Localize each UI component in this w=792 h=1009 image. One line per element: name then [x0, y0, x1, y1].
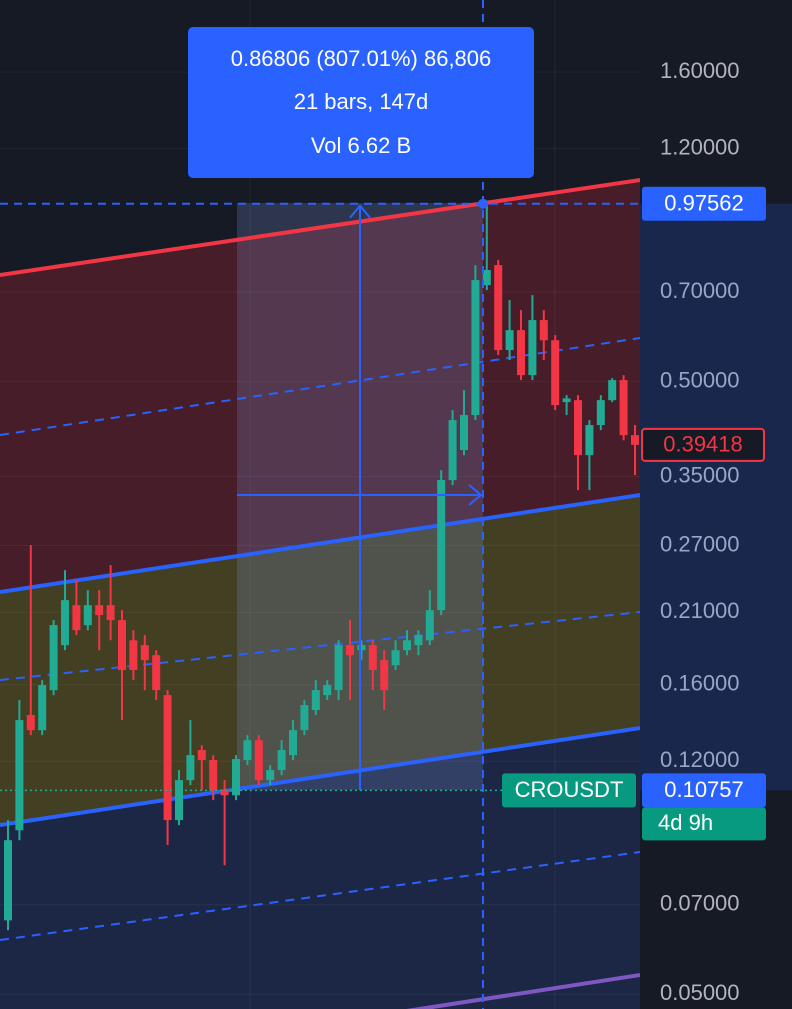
- price-line-value: 0.10757: [664, 777, 744, 802]
- symbol-box: [502, 773, 636, 808]
- channel-dashed-line: [0, 337, 641, 436]
- candle-body: [38, 685, 47, 731]
- candle-body: [26, 715, 35, 731]
- candle-body: [494, 265, 503, 351]
- candle-body: [152, 655, 161, 691]
- candle-body: [289, 730, 297, 756]
- candle-body: [357, 645, 366, 651]
- candle-body: [585, 425, 594, 456]
- candle-body: [4, 840, 12, 921]
- candle-body: [49, 625, 58, 691]
- candle-body: [380, 660, 389, 691]
- candle-body: [619, 380, 628, 436]
- channel-dashed-line: [0, 611, 641, 681]
- candle-body: [197, 750, 206, 760]
- candle-body: [254, 740, 263, 781]
- symbol: CROUSDT: [515, 777, 624, 802]
- last-price-box: [641, 427, 765, 462]
- candle-body: [220, 790, 229, 796]
- candle-body: [346, 645, 354, 656]
- measure-volume: Vol 6.62 B: [311, 133, 411, 158]
- candle-body: [106, 605, 115, 621]
- candle-body: [368, 645, 377, 671]
- candle-body: [61, 600, 69, 646]
- y-tick-label: 0.21000: [660, 598, 740, 623]
- candle-body: [323, 685, 332, 696]
- y-tick-label: 0.35000: [660, 462, 740, 487]
- candle-body: [186, 755, 195, 781]
- countdown: 4d 9h: [658, 810, 713, 835]
- arrow-head: [468, 484, 483, 506]
- candle-body: [574, 400, 582, 456]
- countdown-box: [642, 807, 766, 841]
- channel-middle-zone: [0, 495, 640, 825]
- candle-body: [334, 645, 343, 691]
- candle-body: [608, 380, 617, 401]
- channel-top-line: [0, 178, 641, 277]
- crosshair-price-box: [642, 186, 766, 221]
- y-tick-label: 0.07000: [660, 891, 740, 916]
- candle-body: [528, 320, 537, 376]
- price-line-box: [642, 773, 766, 808]
- candle-body: [517, 330, 525, 376]
- candle-body: [232, 759, 240, 796]
- y-tick-label: 0.05000: [660, 980, 740, 1005]
- candle-body: [95, 605, 104, 616]
- candle-body: [562, 398, 571, 403]
- candle-body: [175, 780, 183, 821]
- last-price: 0.39418: [663, 432, 743, 457]
- candle-body: [118, 620, 126, 671]
- candle-body: [129, 640, 138, 671]
- channel-line: [0, 726, 641, 827]
- candle-body: [482, 270, 491, 286]
- candle-body: [140, 645, 149, 661]
- candle-body: [505, 330, 514, 351]
- channel-bottom-line: [406, 973, 641, 1009]
- crosshair-price: 0.97562: [664, 191, 744, 216]
- candle-body: [471, 280, 480, 416]
- candle-body: [266, 770, 275, 781]
- y-tick-label: 0.16000: [660, 671, 740, 696]
- measure-tooltip: [188, 27, 534, 178]
- candle-body: [596, 400, 605, 426]
- y-tick-label: 0.27000: [660, 531, 740, 556]
- channel-lower-zone: [0, 728, 640, 1009]
- candle-body: [300, 705, 309, 731]
- candle-body: [460, 415, 468, 451]
- candle-body: [83, 605, 92, 626]
- y-tick-label: 1.20000: [660, 134, 740, 159]
- measure-bars: 21 bars, 147d: [294, 89, 429, 114]
- measure-change: 0.86806 (807.01%) 86,806: [231, 46, 492, 71]
- candle-body: [277, 750, 286, 771]
- candle-body: [551, 340, 560, 406]
- candle-body: [631, 435, 639, 445]
- price-axis: [640, 0, 792, 1009]
- arrow-head: [349, 204, 371, 219]
- candle-body: [437, 480, 446, 611]
- candle-body: [391, 650, 400, 666]
- candle-body: [414, 635, 423, 646]
- y-tick-label: 1.60000: [660, 58, 740, 83]
- candle-body: [403, 640, 411, 651]
- candle-body: [15, 720, 24, 831]
- candle-body: [425, 610, 434, 641]
- y-tick-label: 0.12000: [660, 747, 740, 772]
- candle-body: [243, 740, 252, 760]
- channel-dashed-line: [0, 851, 641, 941]
- candle-body: [72, 605, 81, 631]
- candle-body: [209, 759, 218, 791]
- candle-body: [311, 690, 320, 711]
- crosshair-dot: [478, 198, 488, 209]
- candle-body: [539, 320, 548, 341]
- candle-body: [163, 695, 172, 821]
- axis-range-highlight: [640, 203, 792, 791]
- channel-line: [0, 493, 641, 594]
- candle-body: [448, 420, 457, 481]
